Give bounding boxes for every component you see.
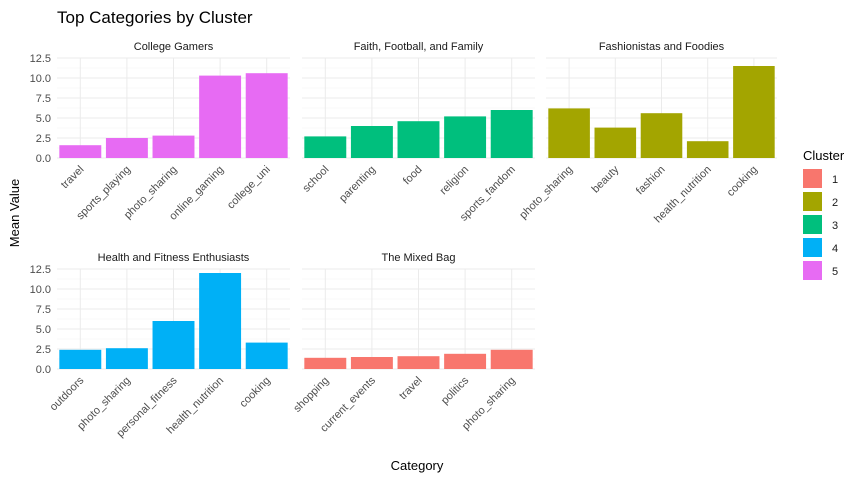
bar: [152, 135, 195, 158]
bar: [733, 66, 775, 158]
y-tick-label: 2.5: [36, 133, 51, 145]
bar: [59, 349, 102, 369]
chart-title: Top Categories by Cluster: [57, 8, 253, 27]
facets-layer: College Gamers 0.0 2.5 5.0 7.5 10.0 12.5 travel…: [30, 41, 777, 440]
bar: [350, 357, 393, 369]
bar: [152, 321, 195, 369]
y-tick-label: 10.0: [30, 73, 51, 85]
y-tick-label: 12.5: [30, 53, 51, 65]
bar: [397, 121, 440, 158]
legend-key: [803, 192, 822, 211]
x-tick-label: cooking: [725, 164, 760, 199]
x-tick-label: parenting: [337, 164, 378, 205]
legend-key: [803, 261, 822, 280]
y-tick-label: 7.5: [36, 93, 51, 105]
legend-key: [803, 215, 822, 234]
x-tick-label: food: [401, 164, 425, 188]
x-tick-label: cooking: [238, 375, 273, 410]
x-tick-label: fashion: [634, 164, 668, 198]
bar: [490, 110, 533, 158]
bar: [304, 136, 347, 158]
legend-key: [803, 169, 822, 188]
legend-key: [803, 238, 822, 257]
bar: [59, 145, 102, 158]
legend-label: 5: [832, 266, 838, 278]
bar: [490, 349, 533, 369]
facet-title: College Gamers: [134, 41, 214, 53]
y-axis-label: Mean Value: [7, 179, 22, 247]
y-tick-label: 10.0: [30, 284, 51, 296]
bar: [640, 113, 683, 158]
y-tick-label: 5.0: [36, 324, 51, 336]
x-tick-label: travel: [397, 375, 425, 403]
legend-label: 4: [832, 243, 838, 255]
bar: [548, 108, 590, 158]
x-tick-label: travel: [59, 164, 87, 192]
x-tick-label: shopping: [291, 375, 331, 415]
bar: [304, 357, 347, 369]
facet-title: Faith, Football, and Family: [354, 41, 484, 53]
y-tick-label: 2.5: [36, 344, 51, 356]
bar: [444, 353, 487, 369]
x-tick-label: photo_sharing: [517, 164, 575, 222]
facet-panel: College Gamers 0.0 2.5 5.0 7.5 10.0 12.5 travel…: [30, 41, 290, 223]
bar: [350, 126, 393, 158]
y-tick-label: 0.0: [36, 153, 51, 165]
x-tick-label: college_uni: [225, 164, 273, 212]
legend-label: 1: [832, 174, 838, 186]
x-tick-label: beauty: [590, 163, 622, 195]
facet-title: Fashionistas and Foodies: [599, 41, 725, 53]
bar: [245, 73, 288, 158]
bar: [686, 141, 729, 158]
y-tick-label: 5.0: [36, 113, 51, 125]
x-tick-label: school: [300, 164, 331, 195]
x-tick-label: religion: [438, 164, 472, 198]
bar: [245, 342, 288, 369]
x-tick-label: politics: [439, 374, 472, 407]
facet-title: The Mixed Bag: [382, 252, 456, 264]
y-tick-label: 7.5: [36, 304, 51, 316]
bar: [397, 356, 440, 369]
bar: [444, 116, 487, 158]
y-tick-label: 12.5: [30, 264, 51, 276]
bar: [199, 75, 242, 158]
facet-panel: Health and Fitness Enthusiasts 0.0 2.5 5.0 7…: [30, 252, 290, 440]
legend-label: 2: [832, 197, 838, 209]
bar: [199, 273, 242, 369]
x-axis-label: Category: [391, 458, 444, 473]
bar: [105, 138, 148, 158]
y-tick-label: 0.0: [36, 364, 51, 376]
facet-panel: Fashionistas and Foodies photo_sharing bea…: [517, 41, 777, 225]
bar: [594, 127, 637, 158]
legend-label: 3: [832, 220, 838, 232]
bar: [105, 348, 148, 369]
legend-title: Cluster: [803, 148, 845, 163]
facet-panel: Faith, Football, and Family school parenti…: [300, 41, 535, 224]
x-tick-label: outdoors: [48, 374, 87, 413]
facet-title: Health and Fitness Enthusiasts: [98, 252, 250, 264]
legend: 1 2 3 4 5: [803, 169, 838, 280]
